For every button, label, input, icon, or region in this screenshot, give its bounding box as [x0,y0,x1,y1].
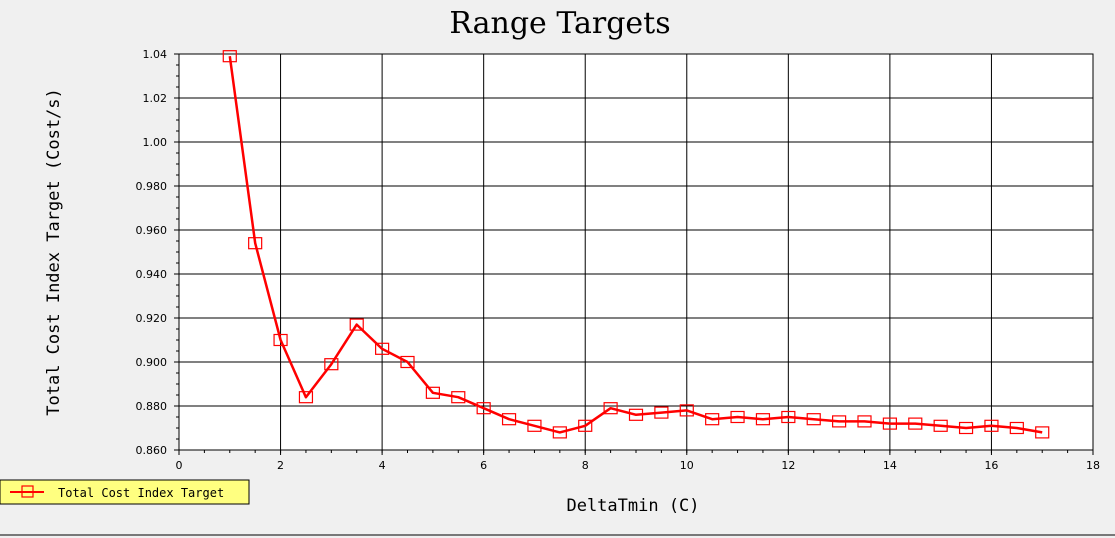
data-point-marker [654,406,669,419]
x-tick-label: 10 [680,459,694,472]
data-point-marker [882,417,897,430]
legend-marker-icon [21,485,34,498]
data-point-marker [324,358,339,371]
y-tick-label: 1.02 [143,92,168,105]
y-axis-label: Total Cost Index Target (Cost/s) [44,88,64,416]
data-point-marker [1009,421,1024,435]
data-point-marker [425,386,440,399]
axis-ticks: 0 2 4 6 8 10 12 14 16 18 0.860 0.880 0.900 0.920 0.940… [136,48,1101,472]
data-point-marker [705,413,720,426]
x-tick-label: 8 [582,459,589,472]
series-layer [222,50,1050,439]
data-point-marker [730,410,745,424]
y-tick-label: 0.880 [136,400,168,413]
data-point-marker [679,404,694,417]
data-point-marker [501,413,517,426]
data-point-marker [908,417,923,430]
x-tick-label: 0 [176,459,183,472]
x-tick-label: 16 [984,459,998,472]
y-tick-label: 0.980 [136,180,168,193]
x-tick-label: 4 [379,459,386,472]
data-point-marker [375,342,390,355]
legend[interactable]: Total Cost Index Target [0,479,250,505]
y-tick-label: 0.900 [136,356,168,369]
x-tick-label: 6 [480,459,487,472]
data-point-marker [349,318,364,331]
data-point-marker [1035,426,1050,439]
x-tick-label: 12 [781,459,795,472]
y-tick-label: 0.960 [136,224,168,237]
y-tick-label: 0.940 [136,268,168,281]
data-point-marker [958,421,974,435]
x-tick-label: 18 [1086,459,1100,472]
x-axis-label: DeltaTmin (C) [566,496,699,516]
data-point-marker [222,50,237,63]
x-tick-label: 14 [883,459,897,472]
data-point-marker [298,391,314,404]
data-point-marker [527,419,542,432]
y-tick-label: 0.920 [136,312,168,325]
data-point-marker [273,333,288,347]
data-point-marker [552,426,567,439]
legend-label: Total Cost Index Target [58,486,224,500]
data-point-marker [984,419,999,432]
data-point-marker [400,355,415,369]
data-point-marker [628,408,644,421]
data-point-marker [476,402,491,415]
data-point-marker [578,419,593,432]
data-point-marker [933,419,948,432]
y-tick-label: 0.860 [136,444,168,457]
y-tick-label: 1.00 [143,136,168,149]
grid-lines [179,54,1093,450]
data-point-marker [832,415,847,428]
data-point-marker [755,413,771,426]
x-tick-label: 2 [277,459,284,472]
data-point-marker [857,415,872,428]
y-tick-label: 1.04 [143,48,168,61]
data-point-marker [781,410,796,424]
data-point-marker [603,402,618,415]
data-point-marker [451,391,466,404]
chart-title: Range Targets [449,6,670,41]
data-point-marker [248,237,263,250]
series-line [228,56,1043,434]
data-point-marker [806,413,821,426]
plot-area [178,53,1094,451]
